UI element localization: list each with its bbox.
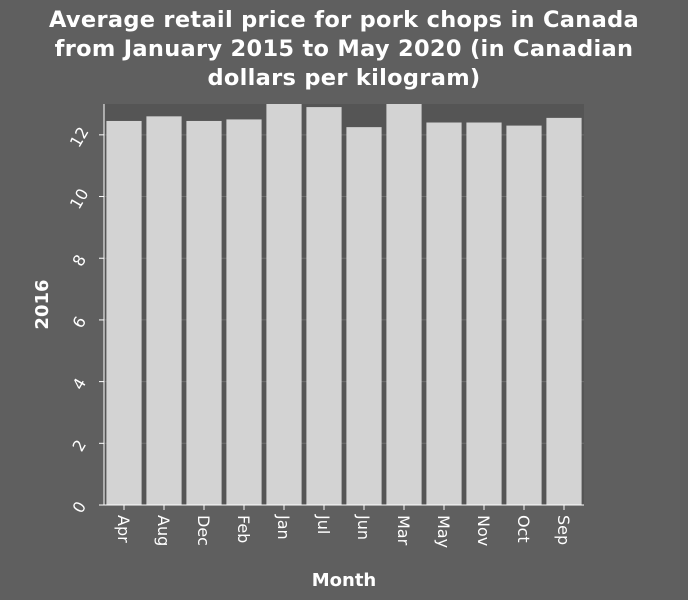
bar — [466, 122, 502, 505]
x-tick-label: Oct — [514, 515, 533, 543]
bar — [426, 122, 462, 505]
x-axis-title: Month — [312, 570, 377, 591]
bars — [106, 104, 582, 505]
bar — [306, 107, 342, 505]
chart-title: Average retail price for pork chops in C… — [0, 6, 688, 93]
x-tick-label: Jul — [314, 514, 333, 534]
y-tick-label: 12 — [66, 124, 93, 151]
bar — [146, 116, 182, 505]
y-tick-label: 10 — [66, 185, 93, 212]
y-tick-label: 8 — [68, 251, 90, 269]
x-tick-label: Feb — [234, 515, 253, 543]
x-tick-label: Nov — [474, 515, 493, 546]
x-tick-label: Sep — [554, 515, 573, 545]
bar — [186, 120, 222, 505]
bar — [346, 127, 382, 505]
x-tick-label: Dec — [194, 515, 213, 546]
x-tick-label: Jan — [274, 514, 293, 540]
bar — [106, 120, 142, 505]
x-tick-label: Aug — [154, 515, 173, 546]
bar — [226, 119, 262, 505]
x-tick-label: Jun — [354, 514, 373, 540]
x-tick-label: Apr — [114, 515, 133, 543]
x-tick-label: May — [434, 515, 453, 548]
chart-title-line: from January 2015 to May 2020 (in Canadi… — [54, 36, 634, 62]
plot-area — [104, 104, 584, 505]
x-tick-label: Mar — [394, 515, 413, 546]
bar — [506, 125, 542, 505]
y-axis: 0 2 4 6 8 10 12 — [66, 104, 105, 516]
y-tick-label: 6 — [68, 313, 90, 331]
y-axis-title: 2016 — [32, 279, 53, 329]
y-tick-label: 0 — [68, 498, 90, 516]
x-axis: Apr Aug Dec Feb Jan Jul Jun Mar May Nov Oct Sep — [104, 504, 584, 548]
chart-title-line: dollars per kilogram) — [207, 65, 481, 91]
chart-title-line: Average retail price for pork chops in C… — [49, 7, 639, 33]
bar — [386, 104, 422, 505]
y-tick-label: 2 — [68, 436, 90, 454]
y-tick-label: 4 — [68, 375, 90, 393]
bar — [546, 117, 582, 505]
bar — [266, 104, 302, 505]
